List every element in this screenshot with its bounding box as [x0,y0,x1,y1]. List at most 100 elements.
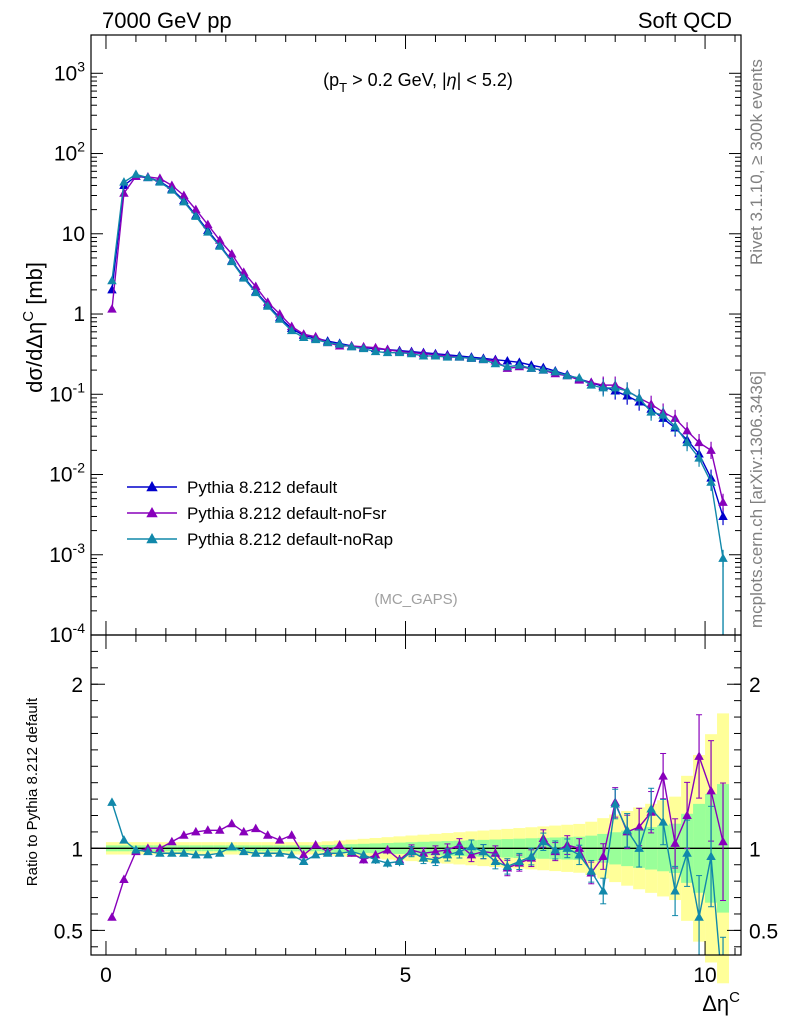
main-y-axis: 10-4 10-3 10-2 10-1 1 10 102 103 [49,35,741,647]
data-point [107,275,117,285]
data-point [179,196,189,206]
data-point [718,553,728,562]
data-point [191,204,201,214]
data-point [442,352,453,361]
data-point [131,844,141,854]
data-point [502,861,513,870]
data-point [358,343,369,353]
data-point [358,854,369,864]
ratio-axes: 0.5 0.5 1 1 2 2 0 5 10 [54,635,778,987]
data-point [274,314,285,323]
data-point [586,866,596,875]
data-point [298,856,309,865]
series-2 [107,169,728,635]
data-point [694,437,704,447]
data-point [203,227,213,236]
data-point [706,477,716,486]
data-point [191,211,201,220]
data-point [107,304,117,313]
data-point [262,301,273,310]
data-point [670,886,680,895]
data-point [382,858,393,867]
data-point [131,169,141,178]
data-point [706,445,716,454]
data-point [274,309,285,318]
data-point [430,350,441,360]
data-point [694,751,704,760]
ratio-y-tick-label-right: 1 [749,838,761,861]
legend-label: Pythia 8.212 default [187,478,338,497]
main-y-tick-label: 10-3 [49,540,85,567]
data-point [454,840,465,849]
data-point [622,385,632,395]
data-point [478,846,489,856]
data-point [310,840,321,849]
ratio-y-tick-label-left: 2 [71,674,83,697]
data-point [119,188,129,197]
data-point [682,848,692,857]
data-point [454,846,465,856]
header-right: Soft QCD [638,8,732,33]
data-point [634,822,644,831]
main-y-tick-label: 10 [62,223,85,246]
selection-annotation: (pT > 0.2 GeV, |η| < 5.2) [323,70,513,95]
data-point [215,848,225,857]
data-point [274,835,285,844]
data-point [167,180,177,189]
data-point [286,830,297,839]
data-point [610,799,620,808]
data-point [227,841,237,851]
data-point [562,370,573,380]
data-point [358,849,369,859]
data-point [598,886,608,895]
data-point [227,818,237,828]
data-point [418,853,429,862]
data-point [706,785,716,795]
data-point [286,849,297,859]
data-point [239,273,249,282]
data-point [107,284,117,294]
data-point [718,836,728,846]
main-y-tick-label: 10-4 [49,620,85,647]
legend-item: Pythia 8.212 default [127,478,338,497]
main-y-tick-label: 102 [54,139,85,166]
data-point [406,348,417,358]
data-point [107,912,117,921]
data-point [418,350,429,360]
legend-item: Pythia 8.212 default-noFsr [127,504,387,523]
data-point [442,849,453,859]
series-0 [107,171,728,526]
main-y-tick-label: 1 [73,303,85,326]
data-point [227,256,237,266]
legend: Pythia 8.212 default Pythia 8.212 default… [127,478,393,549]
data-point [466,353,477,362]
data-point [610,382,620,392]
data-point [490,848,501,857]
ratio-y-tick-label-left: 0.5 [54,920,83,943]
data-point [119,177,129,186]
main-y-tick-label: 103 [54,58,85,85]
data-point [646,407,656,416]
data-point [322,337,333,347]
series-line [111,173,724,559]
data-point [526,851,537,861]
data-point [250,823,261,833]
data-point [143,172,153,182]
main-panel: 10-4 10-3 10-2 10-1 1 10 102 103 (pT > 0.2 GeV,… [20,34,742,647]
data-point [298,849,309,859]
data-point [502,355,513,365]
data-point [203,825,213,834]
data-point [239,826,249,836]
analysis-tag: (MC_GAPS) [374,591,457,608]
ratio-panel: 0.5 0.5 1 1 2 2 0 5 10 Ratio to Pythia 8.212 def… [24,634,778,1016]
data-point [670,421,680,430]
data-point [334,840,345,849]
data-point [167,185,177,194]
data-point [179,848,189,857]
data-point [430,846,441,856]
data-point [466,849,477,859]
ratio-y-tick-label-right: 2 [749,674,761,697]
data-point [526,363,537,372]
legend-marker [146,533,158,544]
